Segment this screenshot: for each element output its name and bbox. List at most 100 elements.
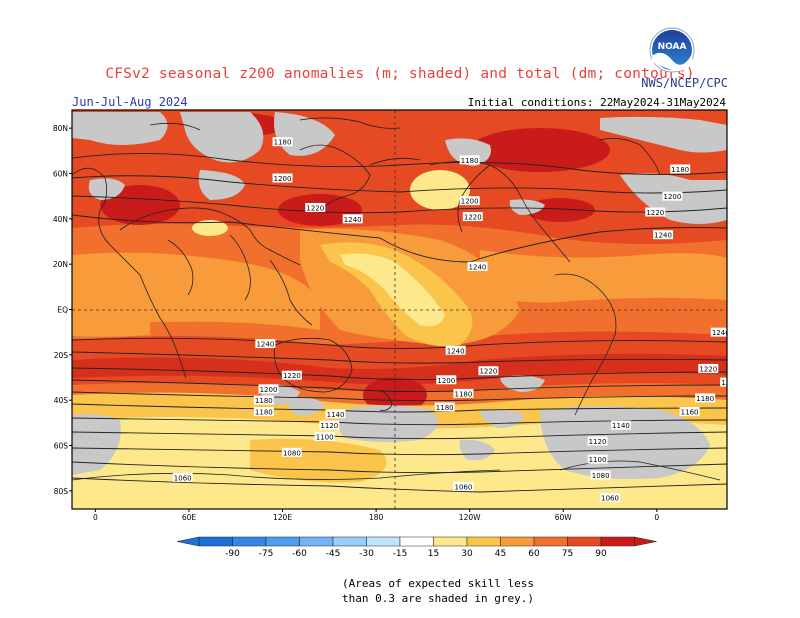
legend-max-arrow-icon: [634, 536, 657, 547]
svg-text:1200: 1200: [461, 198, 479, 206]
svg-text:1220: 1220: [699, 365, 717, 373]
svg-text:1240: 1240: [654, 232, 672, 240]
svg-text:1060: 1060: [174, 474, 192, 482]
svg-text:1240: 1240: [256, 341, 274, 349]
lat-tick-label: 80S: [54, 487, 69, 496]
contour-label: 1240: [710, 327, 730, 337]
legend-label: -15: [393, 549, 408, 559]
lon-tick-label: 120W: [459, 513, 481, 522]
contour-label: 1060: [453, 481, 474, 491]
svg-text:1240: 1240: [712, 329, 730, 337]
contour-label: 1220: [462, 212, 483, 222]
svg-text:1200: 1200: [260, 386, 278, 394]
svg-text:1120: 1120: [320, 422, 338, 430]
legend-swatch: [299, 536, 334, 547]
legend-swatch: [600, 536, 635, 547]
contour-label: 1060: [600, 493, 621, 503]
svg-text:1220: 1220: [306, 204, 324, 212]
contour-label: 1200: [720, 377, 739, 387]
svg-text:1220: 1220: [646, 209, 664, 217]
skill-note-line2: than 0.3 are shaded in grey.): [341, 592, 535, 605]
contour-label: 1200: [662, 191, 683, 201]
svg-text:1060: 1060: [601, 495, 619, 503]
contour-label: 1240: [467, 261, 488, 271]
contour-label: 1140: [325, 409, 346, 419]
anomaly-band-sh-strong: [72, 353, 727, 385]
anomaly-weak-2: [480, 250, 727, 303]
svg-text:1240: 1240: [344, 216, 362, 224]
legend-label: 60: [528, 549, 540, 559]
svg-text:1240: 1240: [447, 347, 465, 355]
contour-label: 1240: [342, 214, 363, 224]
svg-text:1100: 1100: [589, 456, 607, 464]
lon-tick-label: 0: [654, 513, 659, 522]
lat-tick-label: EQ: [57, 306, 68, 315]
lat-tick-label: 20S: [54, 351, 69, 360]
legend-label: 75: [562, 549, 573, 559]
contour-label: 1180: [453, 388, 474, 398]
svg-text:1180: 1180: [255, 397, 273, 405]
contour-label: 1100: [587, 454, 608, 464]
svg-text:1180: 1180: [436, 404, 454, 412]
legend-swatch: [366, 536, 401, 547]
contour-label: 1180: [459, 155, 480, 165]
lat-tick-label: 80N: [53, 124, 68, 133]
longitude-axis: 0 60E 120E 180 120W 60W 0: [93, 509, 659, 522]
contour-label: 1140: [610, 420, 631, 430]
initial-conditions-label: Initial conditions: 22May2024-31May2024: [467, 96, 726, 109]
legend-swatch: [232, 536, 267, 547]
legend-label: -60: [292, 549, 307, 559]
legend-label: 15: [428, 549, 439, 559]
contour-label: 1240: [255, 339, 276, 349]
map-area: 1180120012201240118012001220124011801200…: [72, 110, 739, 509]
svg-text:1240: 1240: [469, 263, 487, 271]
legend-swatch: [399, 536, 434, 547]
svg-text:1140: 1140: [327, 411, 345, 419]
contour-label: 1180: [253, 407, 274, 417]
lat-tick-label: 60S: [54, 442, 69, 451]
contour-label: 1180: [695, 393, 716, 403]
contour-label: 1220: [698, 363, 719, 373]
contour-label: 1200: [258, 384, 279, 394]
lon-tick-label: 60E: [182, 513, 197, 522]
svg-text:1180: 1180: [671, 166, 689, 174]
lon-tick-label: 120E: [273, 513, 292, 522]
svg-text:1060: 1060: [455, 483, 473, 491]
credit-label: NWS/NCEP/CPC: [641, 76, 728, 90]
contour-label: 1180: [434, 402, 455, 412]
contour-label: 1160: [679, 407, 700, 417]
svg-text:1200: 1200: [721, 379, 739, 387]
lat-tick-label: 40S: [54, 396, 69, 405]
lon-tick-label: 180: [369, 513, 384, 522]
svg-text:1180: 1180: [255, 409, 273, 417]
legend-min-arrow-icon: [176, 536, 200, 547]
height-contours: [72, 153, 727, 493]
legend-label: -90: [225, 549, 240, 559]
legend-swatch: [533, 536, 568, 547]
svg-text:1180: 1180: [274, 139, 292, 147]
legend-swatch: [466, 536, 501, 547]
svg-text:1180: 1180: [461, 157, 479, 165]
contour-labels: 1180120012201240118012001220124011801200…: [172, 137, 739, 503]
legend-label: -75: [259, 549, 274, 559]
contour-label: 1060: [172, 472, 193, 482]
legend-label: 30: [461, 549, 473, 559]
latitude-axis: 80N 60N 40N 20N EQ 20S 40S 60S 80S: [53, 124, 72, 496]
svg-text:1080: 1080: [283, 449, 301, 457]
legend-label: -30: [359, 549, 374, 559]
anomaly-max-1: [100, 185, 180, 225]
contour-label: 1180: [670, 164, 691, 174]
anomaly-max-3: [470, 128, 610, 172]
svg-text:1160: 1160: [681, 409, 699, 417]
anomaly-pacific-core: [340, 253, 445, 327]
svg-text:1080: 1080: [592, 472, 610, 480]
skill-note-line1: (Areas of expected skill less: [341, 577, 535, 590]
svg-text:1200: 1200: [664, 193, 682, 201]
svg-text:1200: 1200: [274, 175, 292, 183]
contour-label: 1120: [587, 436, 608, 446]
legend-label: 90: [595, 549, 607, 559]
legend-swatch: [500, 536, 535, 547]
map-title: CFSv2 seasonal z200 anomalies (m; shaded…: [105, 66, 695, 82]
contour-label: 1100: [314, 431, 335, 441]
